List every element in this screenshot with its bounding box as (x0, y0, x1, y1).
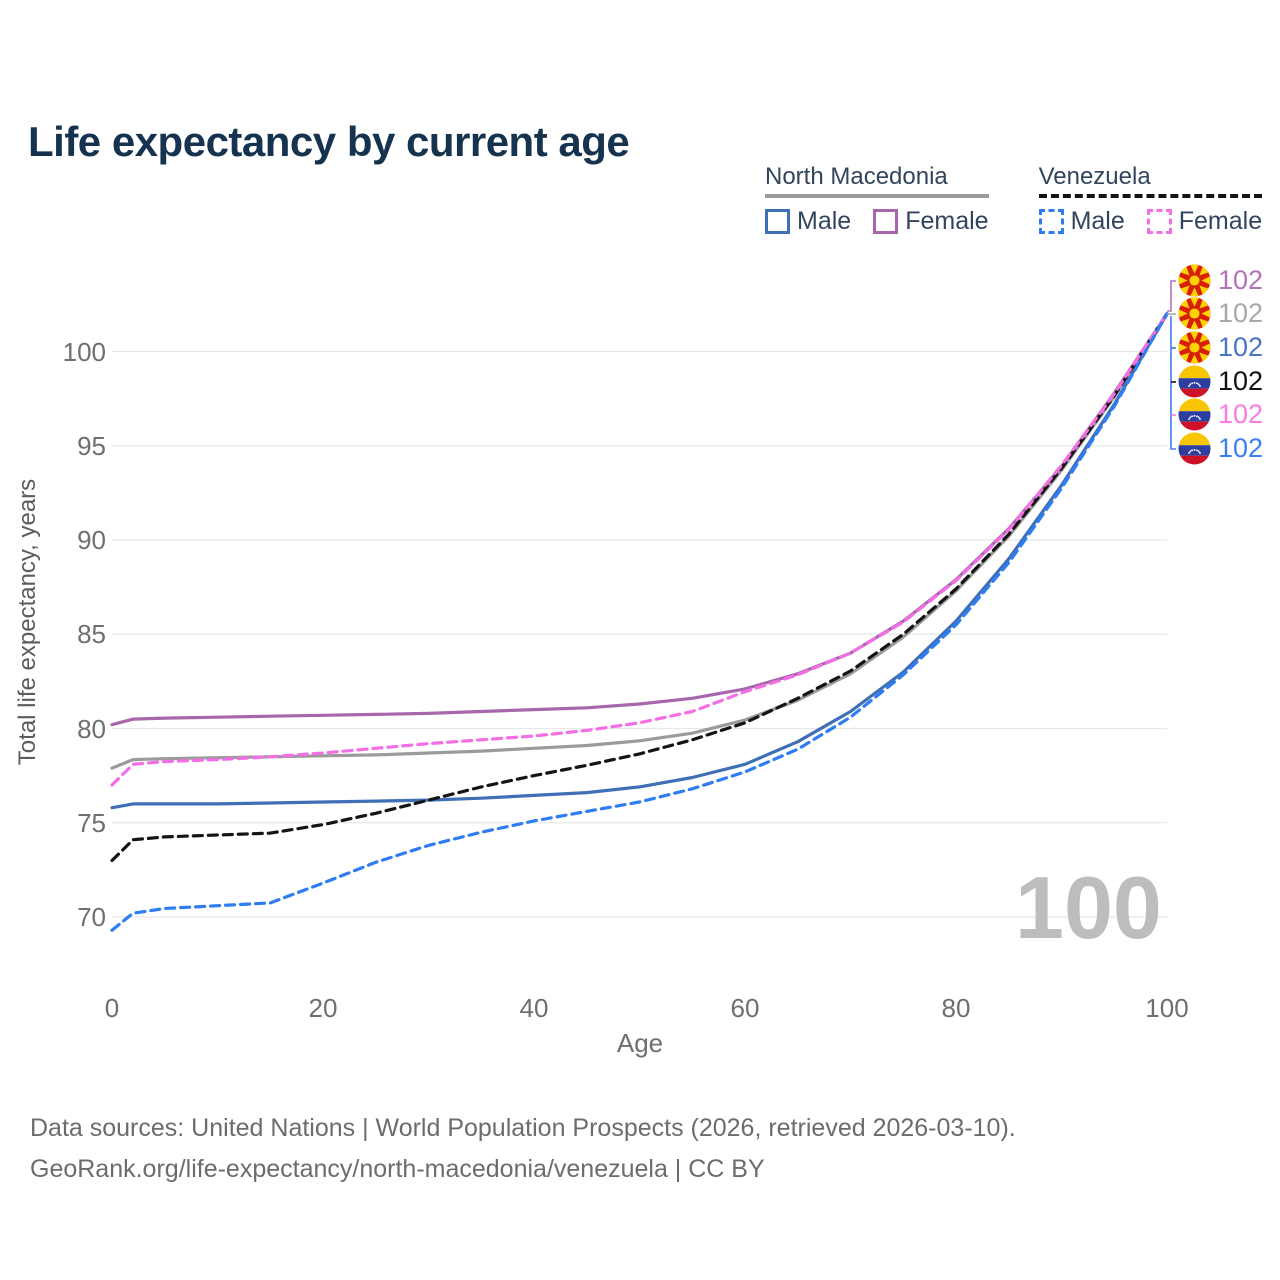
ve-female-swatch-icon (1146, 209, 1172, 234)
x-tick-label: 40 (519, 993, 549, 1023)
legend-item-ve-male[interactable]: Male (1038, 207, 1125, 236)
legend: North Macedonia Male Female Venezuela Ma… (765, 163, 1263, 236)
x-tick-label: 60 (730, 993, 760, 1023)
north-macedonia-flag-icon (1178, 331, 1211, 364)
x-tick-label: 100 (1145, 993, 1189, 1023)
x-tick-label: 80 (941, 993, 971, 1023)
ve-male-swatch-icon (1038, 209, 1064, 234)
endpoint-row: 102 (1178, 297, 1263, 330)
y-tick-label: 70 (77, 902, 106, 932)
series-line-venezuela-female[interactable] (110, 312, 1169, 787)
endpoint-value: 102 (1218, 433, 1264, 463)
legend-item-nm-female[interactable]: Female (873, 207, 989, 236)
y-tick-label: 95 (77, 430, 106, 461)
legend-group-north-macedonia: North Macedonia Male Female (765, 163, 989, 236)
y-tick-label: 75 (77, 807, 106, 838)
x-tick-label: 0 (104, 993, 120, 1023)
endpoint-value: 102 (1218, 366, 1264, 396)
endpoint-row: 102 (1178, 264, 1263, 297)
y-tick-label: 90 (77, 525, 106, 555)
nm-female-swatch-icon (873, 209, 899, 234)
legend-group-venezuela: Venezuela Male Female (1038, 163, 1263, 236)
series-line-venezuela-male[interactable] (110, 312, 1169, 932)
age-counter-watermark: 100 (1015, 858, 1162, 957)
endpoint-value: 102 (1218, 399, 1264, 429)
endpoint-connector (1170, 316, 1176, 450)
y-tick-label: 80 (77, 713, 106, 744)
series-line-north-macedonia-male[interactable] (110, 312, 1169, 810)
legend-item-label: Male (797, 207, 852, 235)
legend-country-north-macedonia[interactable]: North Macedonia (765, 163, 989, 198)
legend-country-venezuela[interactable]: Venezuela (1038, 163, 1263, 198)
venezuela-flag-icon (1178, 432, 1211, 465)
legend-item-nm-male[interactable]: Male (765, 207, 851, 236)
north-macedonia-flag-icon (1178, 297, 1211, 330)
x-axis-title: Age (616, 1028, 664, 1058)
venezuela-flag-icon (1178, 365, 1211, 398)
series-line-north-macedonia-both-sexes-[interactable] (110, 312, 1169, 770)
legend-item-label: Female (1178, 207, 1263, 235)
endpoint-value: 102 (1218, 265, 1264, 295)
attribution-line: GeoRank.org/life-expectancy/north-macedo… (30, 1155, 765, 1183)
series-line-north-macedonia-female[interactable] (110, 312, 1169, 727)
endpoint-row: 102 (1178, 365, 1263, 398)
endpoint-value: 102 (1218, 298, 1264, 328)
endpoint-row: 102 (1178, 398, 1263, 431)
endpoint-connector (1167, 280, 1176, 312)
data-sources-line: Data sources: United Nations | World Pop… (30, 1114, 1016, 1142)
endpoint-value: 102 (1218, 332, 1264, 362)
y-tick-label: 85 (77, 619, 106, 650)
legend-item-ve-female[interactable]: Female (1146, 207, 1263, 236)
endpoint-row: 102 (1178, 331, 1263, 364)
x-tick-label: 20 (308, 993, 338, 1023)
page-title: Life expectancy by current age (28, 118, 630, 166)
series-line-venezuela-both-sexes-[interactable] (110, 312, 1169, 863)
endpoint-row: 102 (1178, 432, 1263, 465)
y-tick-label: 100 (62, 336, 106, 367)
legend-item-label: Male (1070, 207, 1125, 235)
venezuela-flag-icon (1178, 398, 1211, 431)
legend-item-label: Female (905, 207, 989, 235)
nm-male-swatch-icon (765, 209, 790, 234)
north-macedonia-flag-icon (1178, 264, 1211, 297)
footer: Data sources: United Nations | World Pop… (30, 1108, 1016, 1190)
